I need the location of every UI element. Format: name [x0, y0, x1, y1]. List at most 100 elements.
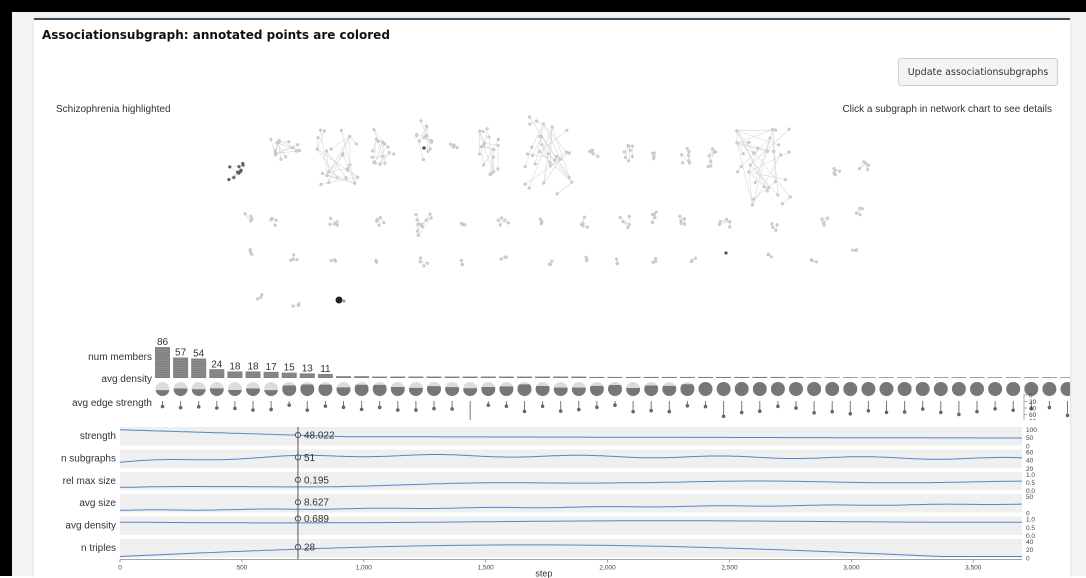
member-bar[interactable] — [734, 377, 749, 378]
member-bar[interactable] — [662, 377, 677, 378]
member-bar[interactable] — [372, 377, 387, 378]
member-bar[interactable] — [463, 377, 478, 378]
subgraph-cluster[interactable] — [585, 256, 589, 262]
subgraph-cluster[interactable] — [316, 129, 359, 186]
subgraph-cluster[interactable] — [330, 258, 337, 262]
subgraph-cluster[interactable] — [680, 147, 691, 164]
member-bar[interactable] — [644, 377, 659, 378]
highlighted-node[interactable] — [422, 146, 426, 150]
member-bar[interactable] — [608, 377, 623, 378]
member-bar[interactable] — [1006, 377, 1021, 378]
member-bar[interactable] — [571, 377, 586, 378]
member-bar[interactable] — [589, 377, 604, 378]
subgraph-cluster[interactable] — [855, 207, 864, 216]
member-bar[interactable] — [155, 347, 170, 378]
update-associationsubgraphs-button[interactable]: Update associationsubgraphs — [898, 58, 1058, 86]
member-bar[interactable] — [445, 377, 460, 378]
member-bar[interactable] — [173, 357, 188, 378]
member-bar[interactable] — [789, 377, 804, 378]
subgraph-cluster[interactable] — [460, 259, 464, 266]
subgraph-cluster[interactable] — [615, 258, 619, 265]
member-bar[interactable] — [1024, 377, 1039, 378]
member-bar[interactable] — [1042, 377, 1057, 378]
subgraph-cluster[interactable] — [851, 249, 858, 252]
member-bar[interactable] — [1060, 377, 1070, 378]
member-bar[interactable] — [499, 377, 514, 378]
member-bar[interactable] — [336, 376, 351, 378]
subgraph-cluster[interactable] — [497, 216, 510, 226]
subgraph-cluster[interactable] — [690, 257, 697, 263]
subgraph-cluster[interactable] — [460, 222, 466, 226]
subgraph-cluster[interactable] — [415, 119, 433, 161]
subgraph-cluster[interactable] — [539, 218, 543, 226]
subgraph-summary-chart[interactable]: num members avg density avg edge strengt… — [34, 315, 1070, 420]
subgraph-cluster[interactable] — [548, 260, 553, 266]
member-bar[interactable] — [427, 377, 442, 378]
member-bar[interactable] — [951, 377, 966, 378]
subgraph-cluster[interactable] — [767, 253, 773, 259]
member-bar[interactable] — [752, 377, 767, 378]
subgraph-cluster[interactable] — [449, 143, 458, 149]
subgraph-cluster[interactable] — [619, 215, 631, 229]
member-bar[interactable] — [825, 377, 840, 378]
member-bar[interactable] — [843, 377, 858, 378]
member-bar[interactable] — [970, 377, 985, 378]
subgraph-cluster[interactable] — [770, 222, 778, 231]
subgraph-cluster[interactable] — [269, 138, 300, 161]
member-bar[interactable] — [770, 377, 785, 378]
subgraph-cluster[interactable] — [478, 127, 500, 175]
subgraph-cluster[interactable] — [329, 217, 339, 227]
member-bar[interactable] — [354, 376, 369, 378]
member-bar[interactable] — [517, 377, 532, 378]
subgraph-cluster[interactable] — [707, 147, 717, 168]
member-bar[interactable] — [716, 377, 731, 378]
member-bar[interactable] — [988, 377, 1003, 378]
member-bar[interactable] — [915, 377, 930, 378]
subgraph-cluster[interactable] — [256, 293, 263, 300]
subgraph-cluster[interactable] — [292, 302, 301, 307]
subgraph-cluster[interactable] — [371, 128, 395, 165]
member-bar[interactable] — [209, 369, 224, 378]
subgraph-cluster[interactable] — [524, 116, 574, 196]
subgraph-cluster[interactable] — [652, 257, 658, 264]
highlighted-node[interactable] — [336, 297, 343, 304]
subgraph-cluster[interactable] — [289, 253, 298, 261]
subgraph-cluster[interactable] — [821, 217, 830, 227]
subgraph-cluster[interactable] — [833, 167, 841, 176]
member-bar[interactable] — [680, 377, 695, 378]
subgraph-cluster[interactable] — [623, 144, 634, 162]
subgraph-cluster[interactable] — [419, 257, 429, 268]
subgraph-cluster[interactable] — [718, 218, 731, 229]
subgraph-cluster[interactable] — [810, 258, 818, 263]
subgraph-cluster[interactable] — [678, 215, 686, 226]
subgraph-cluster[interactable] — [588, 149, 599, 158]
subgraph-cluster[interactable] — [244, 212, 254, 222]
member-bar[interactable] — [408, 377, 423, 378]
member-bar[interactable] — [933, 377, 948, 378]
member-bar[interactable] — [481, 377, 496, 378]
member-bar[interactable] — [553, 377, 568, 378]
subgraph-cluster[interactable] — [415, 213, 433, 237]
subgraph-cluster[interactable] — [651, 211, 658, 224]
network-chart[interactable] — [34, 112, 1070, 322]
subgraph-cluster[interactable] — [249, 248, 253, 255]
member-bar[interactable] — [535, 377, 550, 378]
subgraph-cluster[interactable] — [858, 160, 870, 171]
member-bar[interactable] — [698, 377, 713, 378]
subgraph-cluster[interactable] — [651, 152, 656, 160]
member-bar[interactable] — [897, 377, 912, 378]
subgraph-cluster[interactable] — [227, 162, 244, 181]
subgraph-cluster[interactable] — [375, 259, 378, 263]
subgraph-cluster[interactable] — [375, 216, 385, 227]
member-bar[interactable] — [879, 377, 894, 378]
highlighted-node[interactable] — [724, 251, 727, 254]
member-bar[interactable] — [390, 377, 405, 378]
member-bar[interactable] — [626, 377, 641, 378]
subgraph-cluster[interactable] — [500, 256, 508, 261]
member-bar[interactable] — [861, 377, 876, 378]
